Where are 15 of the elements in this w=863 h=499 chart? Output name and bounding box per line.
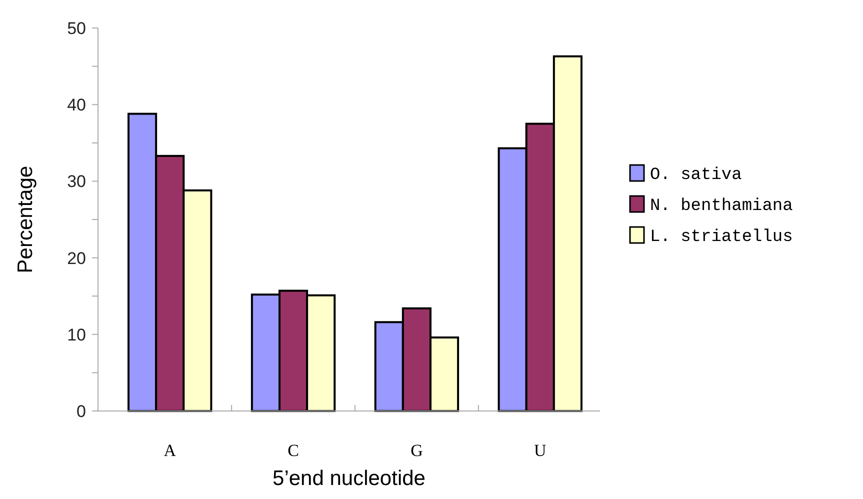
y-tick-label: 0 [76,402,86,421]
legend-label: O. sativa [650,166,742,185]
x-tick-label: A [164,441,177,460]
y-tick-label: 30 [67,172,86,192]
x-axis-title: 5’end nucleotide [272,467,426,490]
y-tick-label: 10 [67,325,86,344]
y-tick-label: 20 [67,248,86,268]
x-tick-label: G [410,441,423,460]
y-tick-label: 40 [67,96,86,115]
y-tick-label: 50 [67,18,86,38]
x-tick-label: C [288,441,299,460]
legend-label: L. striatellus [650,228,793,247]
y-axis-title: Percentage [14,166,37,274]
x-tick-label: U [534,441,546,460]
legend-label: N. benthamiana [650,196,793,216]
